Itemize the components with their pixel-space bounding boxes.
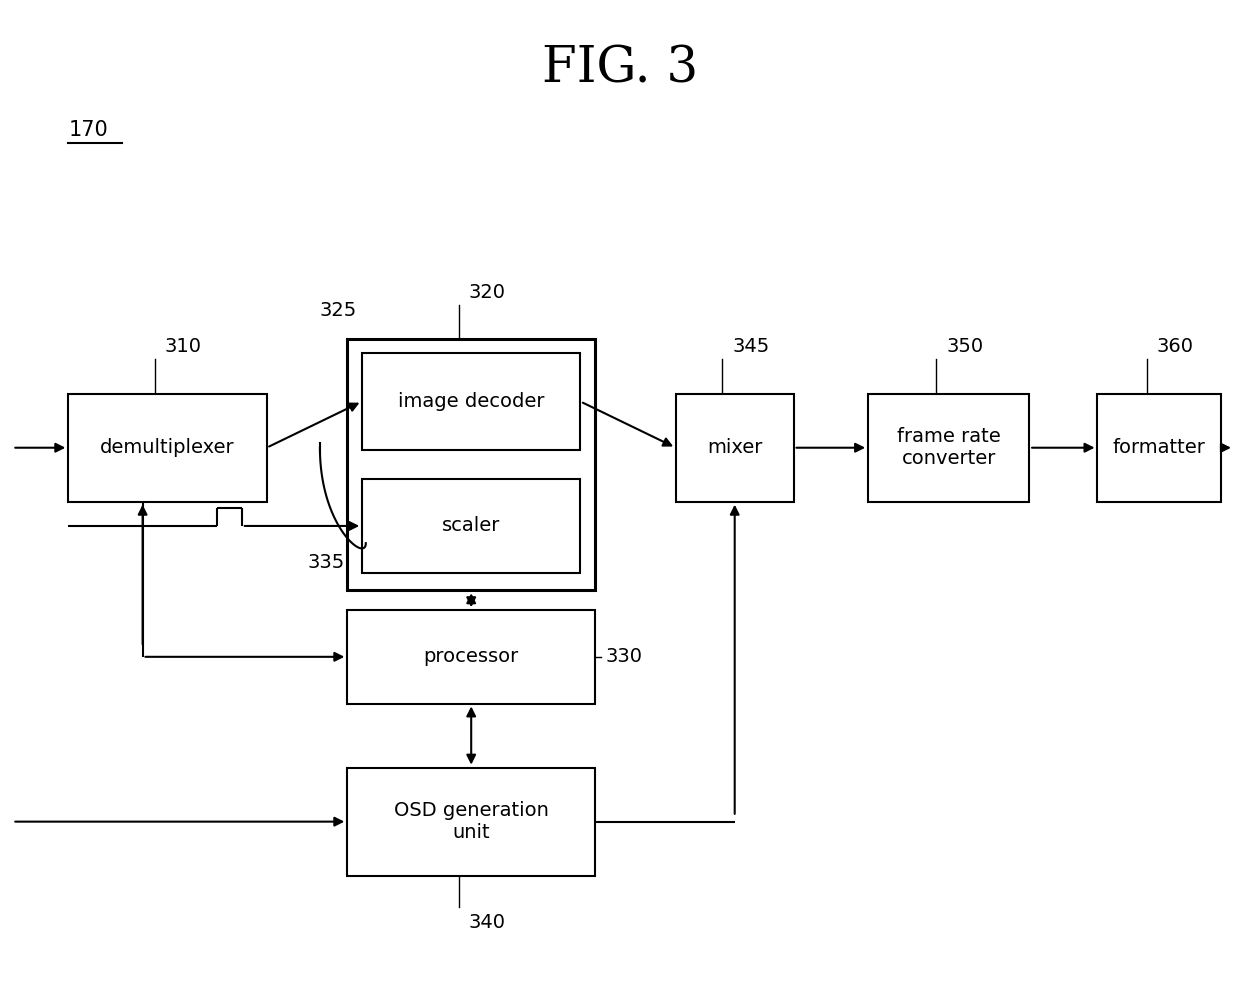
Text: formatter: formatter — [1114, 438, 1205, 458]
Text: OSD generation
unit: OSD generation unit — [394, 801, 548, 842]
Bar — [362, 353, 580, 450]
Bar — [347, 339, 595, 590]
Text: 310: 310 — [165, 338, 202, 356]
Text: frame rate
converter: frame rate converter — [897, 427, 1001, 468]
Text: 170: 170 — [68, 120, 108, 140]
Text: 345: 345 — [732, 338, 770, 356]
Bar — [676, 394, 794, 502]
Bar — [347, 610, 595, 704]
Text: 320: 320 — [469, 283, 506, 302]
Text: 335: 335 — [308, 553, 345, 572]
Text: FIG. 3: FIG. 3 — [542, 44, 698, 93]
Bar — [347, 768, 595, 876]
Bar — [1097, 394, 1221, 502]
Text: mixer: mixer — [707, 438, 763, 458]
Bar — [68, 394, 267, 502]
Text: image decoder: image decoder — [398, 392, 544, 411]
Bar — [868, 394, 1029, 502]
Text: 350: 350 — [946, 338, 983, 356]
Text: 325: 325 — [320, 301, 357, 320]
Text: 340: 340 — [469, 913, 506, 932]
Text: processor: processor — [424, 647, 518, 666]
Text: demultiplexer: demultiplexer — [100, 438, 234, 458]
Bar — [362, 479, 580, 573]
Text: 360: 360 — [1157, 338, 1194, 356]
Text: scaler: scaler — [441, 517, 501, 535]
Text: 330: 330 — [605, 647, 642, 666]
